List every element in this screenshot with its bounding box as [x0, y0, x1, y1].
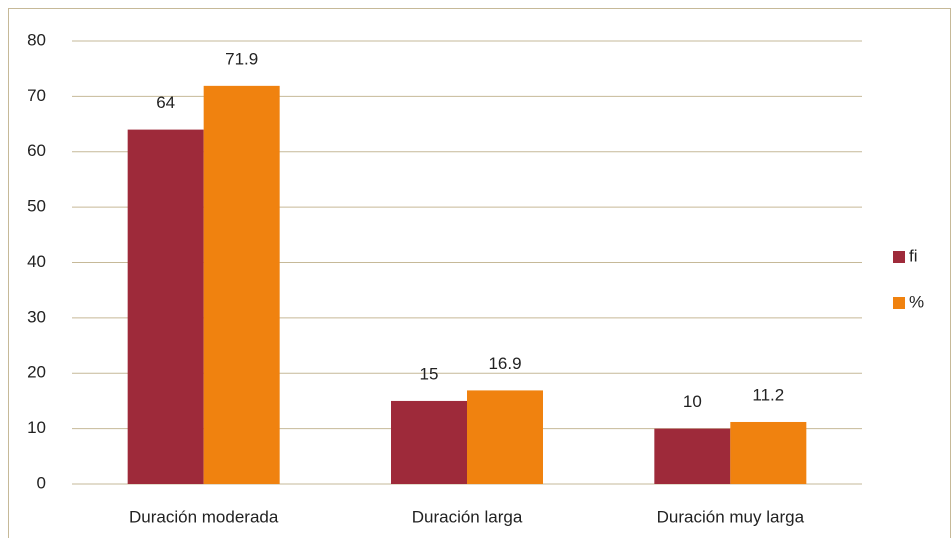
legend-swatch	[893, 297, 905, 309]
chart-frame	[8, 8, 951, 538]
bar	[654, 428, 731, 484]
bar	[730, 421, 807, 484]
data-label: 11.2	[752, 385, 784, 404]
y-tick-label: 10	[27, 418, 46, 437]
y-tick-label: 60	[27, 141, 46, 160]
legend-label: fi	[909, 246, 918, 265]
bar	[127, 129, 204, 484]
legend-label: %	[909, 292, 924, 311]
bar	[203, 85, 280, 484]
bar	[391, 400, 467, 484]
data-label: 71.9	[225, 49, 258, 68]
y-tick-label: 70	[27, 86, 46, 105]
y-tick-label: 40	[27, 252, 46, 271]
x-tick-label: Duración larga	[412, 507, 523, 526]
data-label: 64	[156, 93, 175, 112]
y-tick-label: 80	[27, 30, 46, 49]
data-label: 15	[420, 364, 439, 383]
data-label: 16.9	[488, 354, 521, 373]
data-label: 10	[683, 392, 702, 411]
y-tick-label: 30	[27, 307, 46, 326]
legend-swatch	[893, 251, 905, 263]
x-tick-label: Duración muy larga	[657, 507, 805, 526]
x-tick-label: Duración moderada	[129, 507, 279, 526]
y-tick-label: 20	[27, 363, 46, 382]
y-tick-label: 50	[27, 197, 46, 216]
y-tick-label: 0	[37, 473, 46, 492]
bar	[467, 390, 543, 484]
